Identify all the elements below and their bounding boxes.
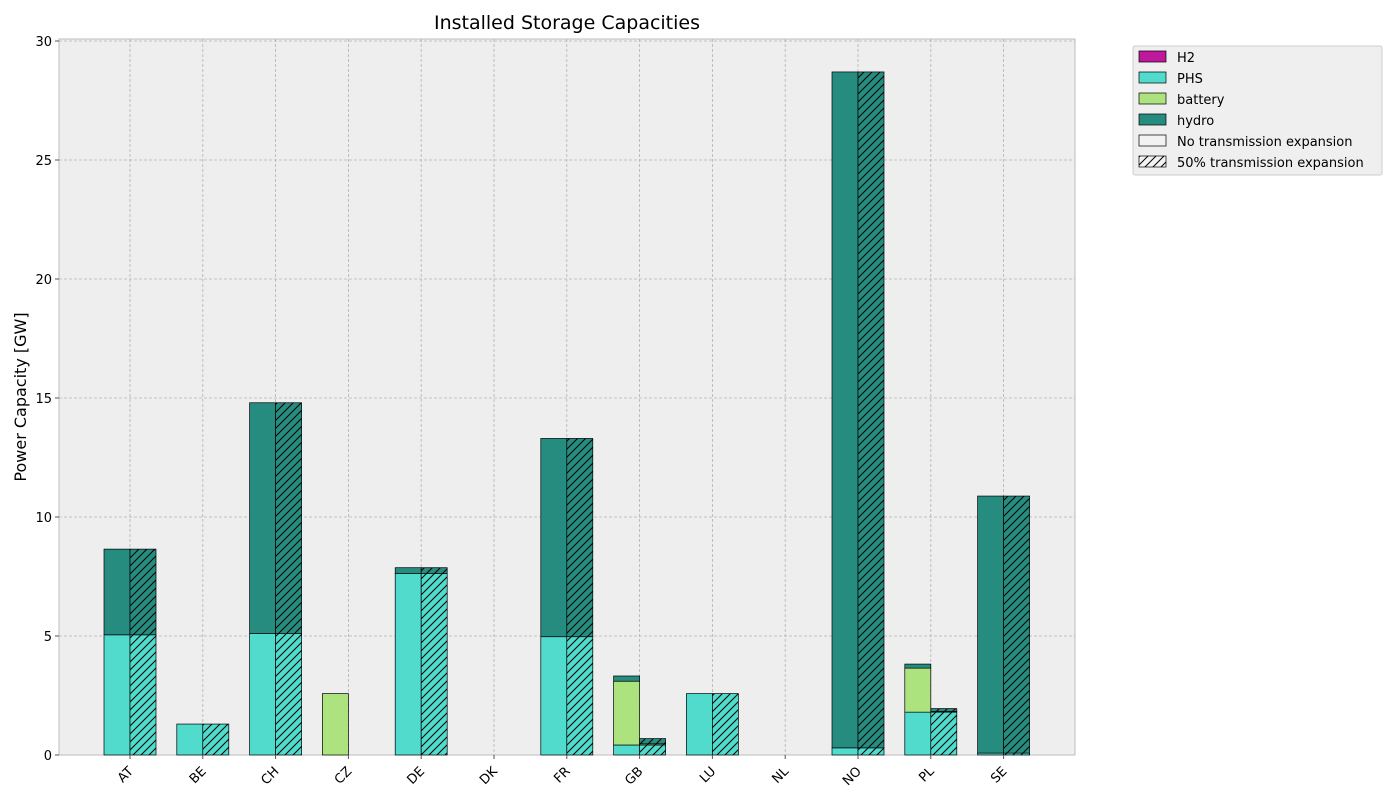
x-axis-ticks: AT BE CH CZ DE DK FR GB LU NL NO PL SE xyxy=(115,755,1010,789)
x-tick-label-lu: LU xyxy=(697,764,719,786)
bar-pl-phs-expansion-hatch xyxy=(930,712,957,755)
x-tick-label-be: BE xyxy=(187,764,210,787)
bar-ch-phs-no-expansion xyxy=(249,633,276,756)
legend-phs-swatch xyxy=(1138,71,1167,84)
y-tick-label: 15 xyxy=(35,392,52,407)
bar-gb-phs-expansion-hatch xyxy=(639,745,666,755)
legend-hydro-swatch xyxy=(1138,113,1167,126)
legend-h2-swatch xyxy=(1138,50,1167,63)
bar-no-hydro-no-expansion xyxy=(831,71,859,749)
y-tick-label: 5 xyxy=(44,630,52,645)
bar-fr-hydro-no-expansion xyxy=(540,438,568,638)
x-tick-label-at: AT xyxy=(115,764,137,786)
bar-lu-phs-no-expansion xyxy=(686,693,713,756)
bar-ch-hydro-no-expansion xyxy=(249,402,276,634)
bar-no-phs-expansion-hatch xyxy=(858,747,884,755)
bar-at-phs-expansion-hatch xyxy=(130,634,156,755)
bar-fr-hydro-expansion-hatch xyxy=(566,438,593,637)
bar-fr-phs-no-expansion xyxy=(540,636,568,756)
x-tick-label-nl: NL xyxy=(769,764,792,787)
bar-de-phs-expansion-hatch xyxy=(421,573,448,755)
legend: H2 PHS battery hydro No transmission expansi… xyxy=(1132,45,1383,176)
x-tick-label-no: NO xyxy=(840,764,865,789)
bar-gb-battery-no-expansion xyxy=(613,680,640,746)
bar-fr-phs-expansion-hatch xyxy=(566,636,593,755)
bar-gb-battery-expansion-hatch xyxy=(639,743,666,746)
y-tick-label: 20 xyxy=(35,273,52,288)
x-tick-label-pl: PL xyxy=(916,764,938,786)
bar-pl-hydro-no-expansion xyxy=(904,663,932,669)
legend-h2-label: H2 xyxy=(1177,51,1195,66)
y-tick-label: 30 xyxy=(35,35,52,50)
bar-gb-phs-no-expansion xyxy=(613,744,640,756)
bar-gb-hydro-expansion-hatch xyxy=(639,738,666,744)
legend-hydro-label: hydro xyxy=(1177,114,1214,129)
y-tick-label: 10 xyxy=(35,511,52,526)
bar-pl-battery-no-expansion xyxy=(904,667,932,713)
y-axis-label: Power Capacity [GW] xyxy=(11,312,30,481)
bar-be-phs-expansion-hatch xyxy=(202,724,229,755)
bar-lu-phs-expansion-hatch xyxy=(712,693,739,755)
bar-se-hydro-no-expansion xyxy=(977,495,1004,754)
y-axis-ticks: 0 5 10 15 20 25 30 xyxy=(35,35,59,764)
y-tick-label: 25 xyxy=(35,154,52,169)
bar-no-phs-no-expansion xyxy=(831,747,859,756)
bars xyxy=(103,71,1030,756)
bar-at-hydro-no-expansion xyxy=(103,548,131,636)
legend-scenario-2-swatch-hatch xyxy=(1139,156,1166,167)
bar-de-phs-no-expansion xyxy=(394,573,422,756)
legend-scenario-1-label: No transmission expansion xyxy=(1177,135,1353,150)
x-tick-label-ch: CH xyxy=(258,764,282,788)
bar-ch-hydro-expansion-hatch xyxy=(275,402,302,634)
bar-de-hydro-no-expansion xyxy=(394,567,422,574)
bar-pl-battery-expansion-hatch xyxy=(930,711,957,713)
bar-pl-hydro-expansion-hatch xyxy=(930,708,957,712)
bar-de-hydro-expansion-hatch xyxy=(421,567,448,574)
x-tick-label-gb: GB xyxy=(622,764,646,788)
bar-at-phs-no-expansion xyxy=(103,634,131,756)
bar-pl-phs-no-expansion xyxy=(904,711,932,756)
x-tick-label-fr: FR xyxy=(551,764,573,786)
bar-ch-phs-expansion-hatch xyxy=(275,633,302,755)
legend-scenario-2-label: 50% transmission expansion xyxy=(1177,156,1364,171)
legend-frame xyxy=(1132,45,1383,176)
bar-se-phs-expansion-hatch xyxy=(1003,753,1030,755)
chart-title: Installed Storage Capacities xyxy=(434,12,700,34)
bar-be-phs-no-expansion xyxy=(176,723,204,756)
x-tick-label-dk: DK xyxy=(477,764,501,788)
x-tick-label-de: DE xyxy=(405,764,429,788)
x-tick-label-cz: CZ xyxy=(332,764,355,787)
y-tick-label: 0 xyxy=(44,749,52,764)
bar-se-hydro-expansion-hatch xyxy=(1003,496,1030,754)
legend-battery-swatch xyxy=(1138,92,1167,105)
bar-no-hydro-expansion-hatch xyxy=(858,71,884,748)
bar-gb-hydro-no-expansion xyxy=(613,675,640,682)
bar-at-hydro-expansion-hatch xyxy=(130,549,156,635)
legend-scenario-1-swatch xyxy=(1138,134,1167,147)
bar-cz-battery-no-expansion xyxy=(322,693,349,756)
x-tick-label-se: SE xyxy=(988,764,1010,786)
legend-battery-label: battery xyxy=(1177,93,1225,108)
legend-phs-label: PHS xyxy=(1177,72,1203,87)
